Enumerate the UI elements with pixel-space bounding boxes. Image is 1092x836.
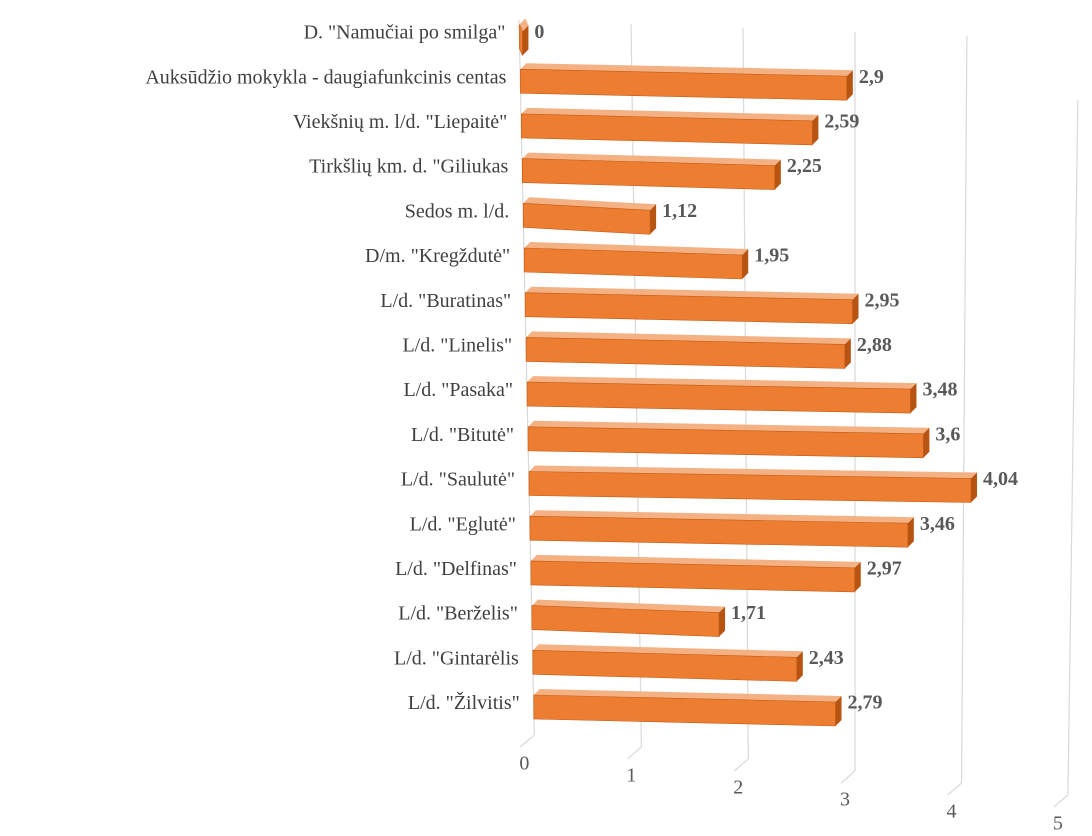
x-tick-label: 5 — [1053, 813, 1063, 835]
category-label: L/d. "Berželis" — [398, 603, 518, 625]
value-label: 2,95 — [865, 289, 900, 311]
bar-top — [525, 286, 859, 300]
category-label: L/d. "Žilvitis" — [408, 691, 520, 714]
grid-foot — [733, 758, 749, 772]
value-label: 2,9 — [859, 66, 884, 88]
bar-top — [528, 420, 930, 434]
x-tick-label: 0 — [519, 753, 529, 775]
value-label: 2,97 — [867, 557, 902, 579]
x-tick-label: 2 — [733, 777, 743, 799]
bar-end — [835, 696, 842, 726]
value-label: 3,6 — [935, 423, 960, 445]
bar-end — [910, 383, 917, 414]
bar-top — [533, 689, 842, 702]
bar-top — [523, 197, 657, 211]
value-label: 2,88 — [857, 334, 892, 356]
bar-end — [846, 70, 853, 101]
x-tick-label: 4 — [947, 801, 957, 823]
bar-top — [529, 465, 978, 479]
bar-top — [530, 554, 861, 568]
category-label: L/d. "Linelis" — [402, 334, 512, 356]
category-label: L/d. "Saulutė" — [401, 469, 515, 491]
value-label: 3,48 — [922, 379, 957, 401]
x-tick-label: 1 — [626, 765, 636, 787]
value-label: 3,46 — [920, 513, 955, 535]
bar-top — [521, 107, 819, 121]
grid-foot — [840, 770, 856, 784]
bar-top — [520, 63, 853, 77]
category-label: L/d. "Eglutė" — [410, 513, 516, 535]
category-label: D/m. "Kregždutė" — [365, 245, 510, 267]
bar-end — [852, 293, 859, 324]
category-label: Tirkšlių km. d. "Giliukas — [309, 156, 508, 178]
bar-end — [923, 427, 930, 458]
bar-top — [529, 510, 914, 524]
value-label: 2,25 — [787, 155, 822, 177]
bar-end — [796, 651, 803, 682]
bar-end — [971, 472, 978, 503]
bar-end — [719, 606, 726, 637]
bar-top — [527, 376, 917, 390]
category-label: Viekšnių m. l/d. "Liepaitė" — [293, 111, 508, 133]
grid-line — [1067, 99, 1079, 796]
bar-end — [812, 114, 819, 145]
bar-end — [854, 561, 861, 592]
bar-end — [844, 338, 851, 369]
bar-end — [774, 159, 781, 190]
bar-top — [526, 331, 851, 345]
bar-top — [519, 18, 529, 32]
value-label: 1,12 — [662, 200, 697, 222]
value-label: 1,71 — [731, 602, 766, 624]
value-label: 2,59 — [824, 110, 859, 132]
category-label: L/d. "Bitutė" — [411, 424, 514, 446]
category-label: L/d. "Pasaka" — [403, 379, 513, 401]
category-label: L/d. "Gintarėlis — [394, 647, 519, 669]
grid-foot — [1053, 794, 1069, 808]
value-label: 2,79 — [848, 692, 883, 714]
grid-foot — [947, 782, 962, 796]
category-label: L/d. "Buratinas" — [380, 290, 511, 312]
grid-foot — [626, 746, 642, 760]
bar-top — [524, 242, 749, 255]
category-label: D. "Namučiai po smilga" — [304, 22, 506, 44]
value-label: 1,95 — [754, 245, 789, 267]
category-label: Auksūdžio mokykla - daugiafunkcinis cent… — [145, 66, 506, 88]
bar-end — [742, 249, 749, 279]
value-label: 0 — [534, 21, 544, 43]
bar-top — [531, 599, 726, 613]
category-label: Sedos m. l/d. — [405, 200, 509, 222]
bar-end — [522, 25, 529, 56]
grid-foot — [519, 734, 535, 748]
x-tick-label: 3 — [840, 789, 850, 811]
category-label: L/d. "Delfinas" — [395, 558, 517, 580]
grid-line — [960, 35, 968, 784]
value-label: 4,04 — [983, 468, 1018, 490]
value-label: 2,43 — [809, 647, 844, 669]
bar-top — [522, 152, 781, 166]
bar-top — [532, 644, 803, 658]
bar-end — [650, 204, 657, 235]
bar-end — [907, 517, 914, 548]
